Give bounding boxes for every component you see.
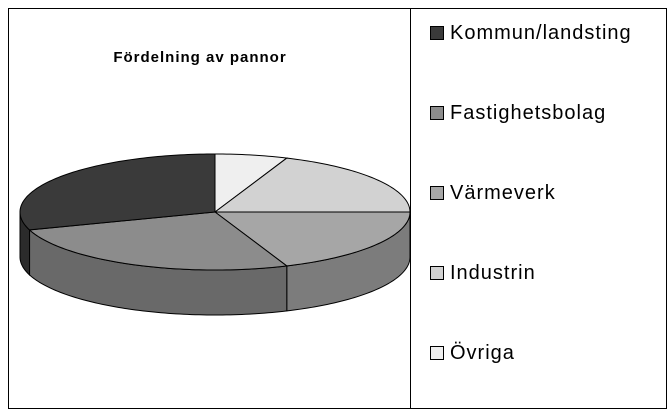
legend-item: Kommun/landsting <box>428 20 660 100</box>
slice-side-shade <box>286 212 410 311</box>
legend-swatch <box>430 266 444 280</box>
pie <box>19 153 411 316</box>
slice <box>213 157 411 213</box>
legend-item: Industrin <box>428 260 660 340</box>
frame <box>8 8 667 409</box>
legend-label: Industrin <box>450 262 536 284</box>
slice <box>19 153 216 231</box>
legend-item: Fastighetsbolag <box>428 100 660 180</box>
legend-label: Värmeverk <box>450 182 556 204</box>
legend-swatch <box>430 346 444 360</box>
slice <box>213 211 411 267</box>
legend-swatch <box>430 26 444 40</box>
legend-label: Fastighetsbolag <box>450 102 607 124</box>
chart-title: Fördelning av pannor <box>113 49 286 66</box>
legend-swatch <box>430 106 444 120</box>
legend-item: Värmeverk <box>428 180 660 260</box>
slice <box>214 153 289 214</box>
slice <box>28 211 289 271</box>
legend-label: Övriga <box>450 342 515 364</box>
legend-swatch <box>430 186 444 200</box>
legend-item: Övriga <box>428 340 660 412</box>
legend-label: Kommun/landsting <box>450 22 632 44</box>
legend: Kommun/landsting Fastighetsbolag Värmeverk… <box>428 20 660 412</box>
slice-side-shade <box>29 229 287 315</box>
